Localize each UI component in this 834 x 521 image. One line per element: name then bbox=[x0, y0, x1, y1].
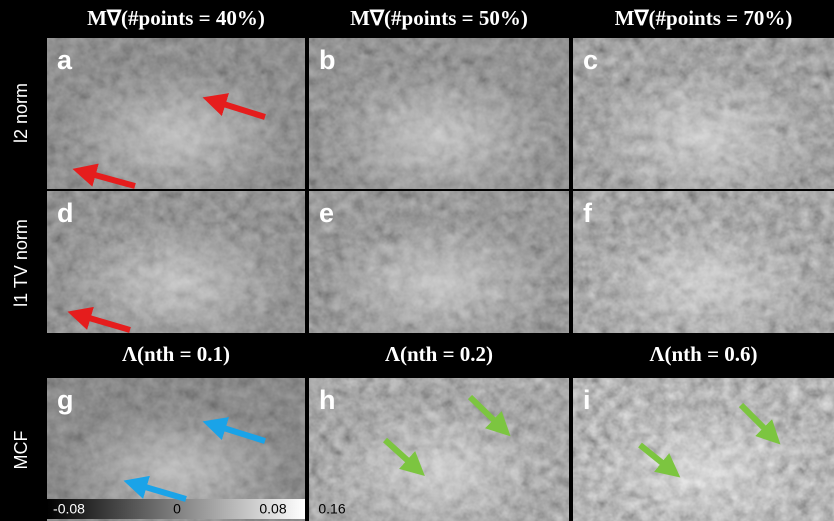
image-panel bbox=[309, 378, 569, 521]
panel-letter: i bbox=[583, 385, 591, 415]
panel-letter: h bbox=[319, 385, 336, 415]
panel-highlight bbox=[309, 38, 569, 189]
image-panel bbox=[47, 191, 305, 333]
panel-letter: a bbox=[57, 45, 73, 75]
panel-highlight bbox=[573, 191, 834, 333]
image-panel bbox=[573, 191, 834, 333]
colorbar-tick-label: 0 bbox=[173, 501, 181, 517]
figure: a b c d e f g h i M∇(#points = 40%) M∇(#points = 5… bbox=[0, 0, 834, 521]
panel-highlight bbox=[573, 38, 834, 189]
panel-letter: d bbox=[57, 198, 74, 228]
panel-letter: g bbox=[57, 385, 74, 415]
panel-letter: e bbox=[319, 198, 334, 228]
panel-highlight bbox=[47, 38, 305, 189]
panel-letter: c bbox=[583, 45, 598, 75]
colorbar-tick-label: 0.16 bbox=[318, 501, 345, 517]
row-label: l1 TV norm bbox=[11, 219, 31, 307]
colorbar-tick-label: -0.08 bbox=[53, 501, 85, 517]
panel-letter: b bbox=[319, 45, 336, 75]
method-title: Λ(nth = 0.6) bbox=[649, 342, 757, 366]
method-title: Λ(nth = 0.2) bbox=[385, 342, 493, 366]
colorbar-tick-label: 0.08 bbox=[259, 501, 286, 517]
image-panel bbox=[309, 38, 569, 189]
panel-grid bbox=[47, 38, 834, 521]
panel-highlight bbox=[309, 191, 569, 333]
image-panel bbox=[47, 38, 305, 189]
image-panel bbox=[573, 38, 834, 189]
method-title: Λ(nth = 0.1) bbox=[122, 342, 230, 366]
panel-highlight bbox=[309, 378, 569, 521]
row-label: MCF bbox=[11, 431, 31, 470]
column-title: M∇(#points = 50%) bbox=[350, 6, 528, 30]
column-title: M∇(#points = 70%) bbox=[615, 6, 793, 30]
panel-highlight bbox=[573, 378, 834, 521]
row-label: l2 norm bbox=[11, 83, 31, 143]
column-title: M∇(#points = 40%) bbox=[87, 6, 265, 30]
image-panel bbox=[309, 191, 569, 333]
image-panel bbox=[573, 378, 834, 521]
panel-highlight bbox=[47, 191, 305, 333]
panel-letter: f bbox=[583, 198, 593, 228]
